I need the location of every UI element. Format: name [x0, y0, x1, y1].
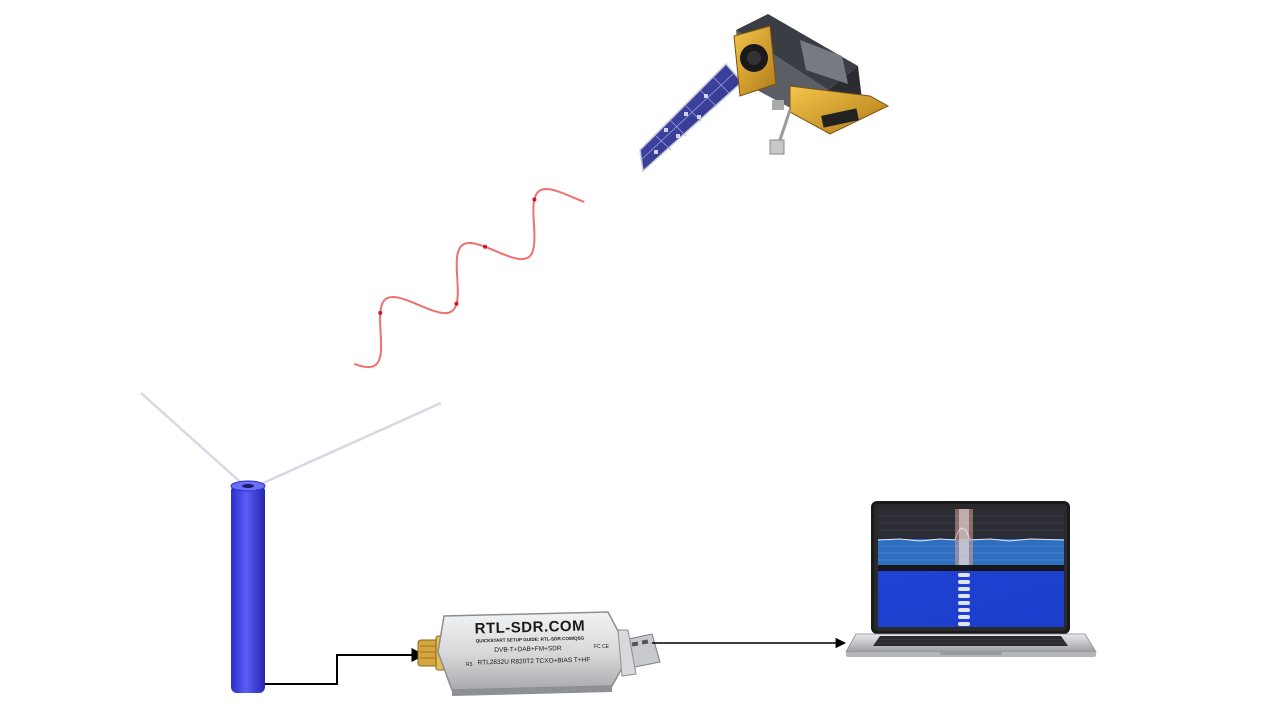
radio-wave-icon	[353, 187, 585, 369]
dongle-brand: RTL-SDR.COM	[474, 618, 585, 638]
laptop-icon	[845, 501, 1097, 657]
wave-marker-2	[454, 301, 459, 306]
dongle-chipset-text: RTL2832U R820T2 TCXO+BIAS T+HF	[478, 657, 591, 667]
dongle-cert-mark: FC CE	[594, 644, 610, 650]
dongle-port-label: R3	[466, 662, 473, 668]
wave-marker-1	[378, 310, 383, 315]
dongle-guide-text: QUICKSTART SETUP GUIDE: RTL-SDR.COM/QSG	[476, 636, 585, 644]
wave-marker-4	[532, 197, 537, 202]
antenna-icon	[140, 392, 442, 693]
usb-dongle-icon: RTL-SDR.COM QUICKSTART SETUP GUIDE: RTL-…	[417, 611, 661, 696]
satellite-icon	[639, 14, 890, 173]
laptop-screen	[877, 509, 1065, 627]
usb-plug	[617, 629, 661, 677]
wave-marker-3	[483, 244, 488, 249]
antenna-to-dongle-arrow	[265, 648, 426, 685]
dongle-modes-text: DVB-T+DAB+FM+SDR	[494, 645, 562, 654]
